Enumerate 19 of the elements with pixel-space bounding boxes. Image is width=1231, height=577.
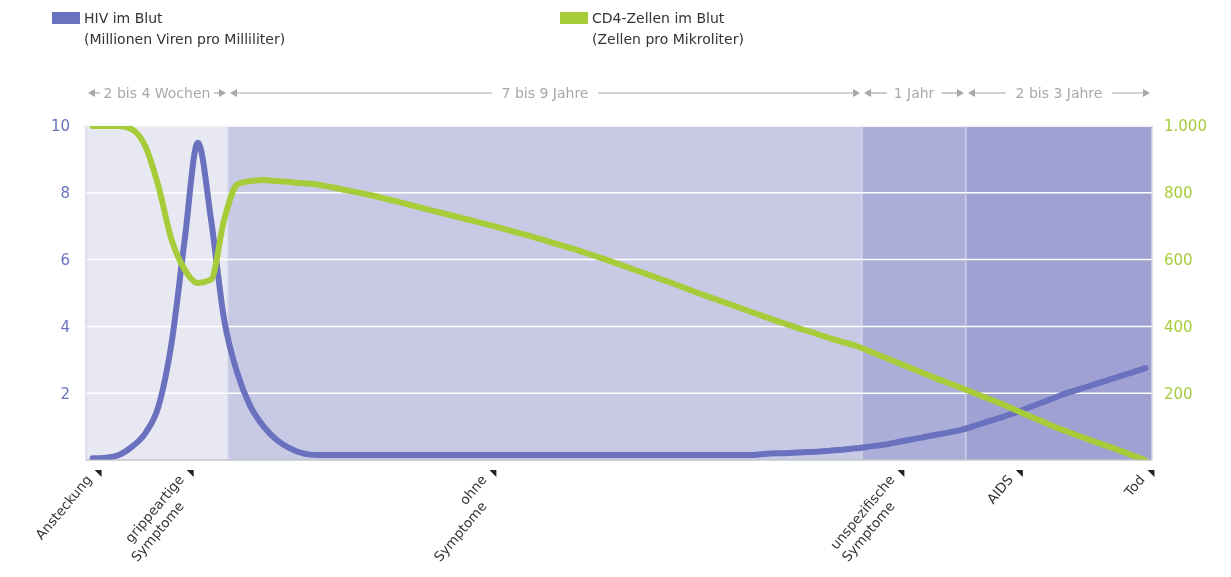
y-tick-label: 6 bbox=[60, 250, 70, 269]
y-tick-label: 10 bbox=[50, 117, 70, 136]
y-tick-label: 4 bbox=[60, 317, 70, 336]
text: (Zellen pro Mikroliter) bbox=[592, 30, 744, 49]
text: (Millionen Viren pro Milliliter) bbox=[84, 30, 286, 49]
legend-label: CD4-Zellen im Blut bbox=[592, 9, 726, 28]
y2-tick-label: 800 bbox=[1164, 184, 1193, 203]
y-tick-label: 2 bbox=[60, 384, 70, 403]
y2-tick-label: 1.000 bbox=[1164, 117, 1207, 136]
text: 7 bis 9 Jahre bbox=[501, 85, 589, 101]
text: 1 Jahr bbox=[893, 85, 935, 101]
x-tick-label: Tod bbox=[1120, 471, 1148, 501]
y2-tick-label: 200 bbox=[1164, 384, 1193, 403]
y2-tick-label: 600 bbox=[1164, 250, 1193, 269]
y-tick-label: 8 bbox=[60, 184, 70, 203]
legend-label: HIV im Blut bbox=[84, 9, 164, 28]
y2-tick-label: 400 bbox=[1164, 317, 1193, 336]
text: 2 bis 4 Wochen bbox=[103, 85, 211, 101]
text: 2 bis 3 Jahre bbox=[1015, 85, 1103, 101]
